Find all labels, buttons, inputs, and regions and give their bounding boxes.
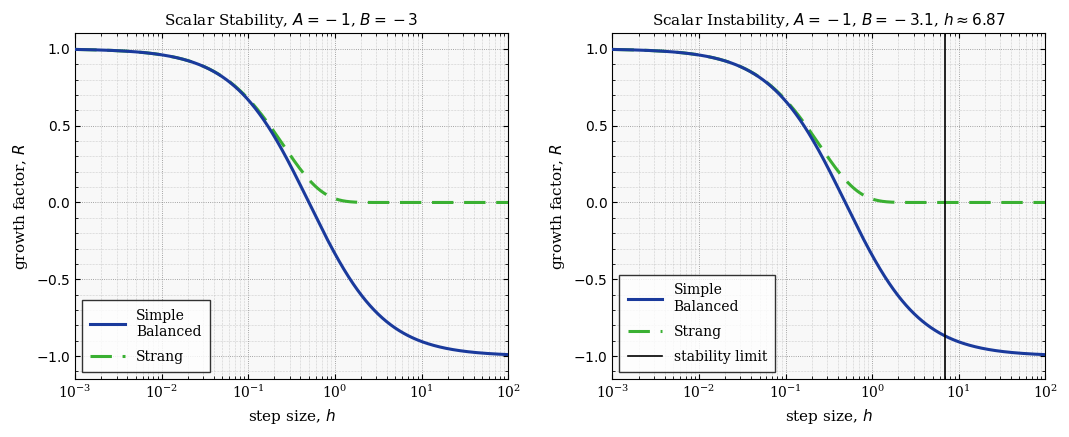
Simple
Balanced bbox=[148, 51, 160, 56]
Simple
Balanced bbox=[391, 327, 404, 333]
Line: Simple
Balanced: Simple Balanced bbox=[75, 49, 508, 354]
Strang bbox=[501, 200, 514, 205]
Simple
Balanced bbox=[962, 342, 975, 347]
Title: Scalar Stability, $A = -1$, $B = -3$: Scalar Stability, $A = -1$, $B = -3$ bbox=[165, 11, 419, 30]
Strang bbox=[424, 200, 437, 205]
Simple
Balanced bbox=[501, 352, 514, 357]
Strang bbox=[887, 200, 900, 205]
Strang bbox=[234, 89, 247, 94]
Simple
Balanced bbox=[328, 251, 341, 256]
Strang bbox=[772, 90, 785, 95]
Simple
Balanced bbox=[68, 47, 81, 52]
Strang bbox=[328, 196, 341, 201]
Simple
Balanced bbox=[887, 288, 900, 293]
Title: Scalar Instability, $A = -1$, $B = -3.1$, $h \approx 6.87$: Scalar Instability, $A = -1$, $B = -3.1$… bbox=[652, 11, 1006, 30]
X-axis label: step size, $h$: step size, $h$ bbox=[785, 407, 872, 426]
Legend: Simple
Balanced, Strang: Simple Balanced, Strang bbox=[82, 300, 211, 372]
Simple
Balanced bbox=[685, 51, 698, 56]
Simple
Balanced bbox=[234, 89, 247, 94]
Line: Strang: Strang bbox=[75, 49, 508, 202]
Strang bbox=[685, 51, 698, 56]
Simple
Balanced bbox=[606, 47, 619, 52]
Simple
Balanced bbox=[866, 253, 879, 258]
Strang bbox=[391, 200, 404, 205]
Y-axis label: growth factor, $R$: growth factor, $R$ bbox=[548, 143, 568, 270]
Strang bbox=[929, 200, 942, 205]
Legend: Simple
Balanced, Strang, stability limit: Simple Balanced, Strang, stability limit bbox=[619, 275, 775, 372]
Simple
Balanced bbox=[351, 286, 363, 291]
Simple
Balanced bbox=[772, 90, 785, 95]
Simple
Balanced bbox=[929, 328, 942, 333]
Simple
Balanced bbox=[1039, 352, 1052, 357]
Line: Strang: Strang bbox=[613, 49, 1045, 202]
Strang bbox=[962, 200, 975, 205]
X-axis label: step size, $h$: step size, $h$ bbox=[248, 407, 336, 426]
Simple
Balanced bbox=[424, 342, 437, 347]
Strang bbox=[148, 51, 160, 56]
Strang bbox=[351, 200, 363, 205]
Strang bbox=[606, 47, 619, 52]
Strang bbox=[866, 196, 879, 201]
Strang bbox=[68, 47, 81, 52]
Strang bbox=[1039, 200, 1052, 205]
Y-axis label: growth factor, $R$: growth factor, $R$ bbox=[11, 143, 30, 270]
Line: Simple
Balanced: Simple Balanced bbox=[613, 49, 1045, 355]
